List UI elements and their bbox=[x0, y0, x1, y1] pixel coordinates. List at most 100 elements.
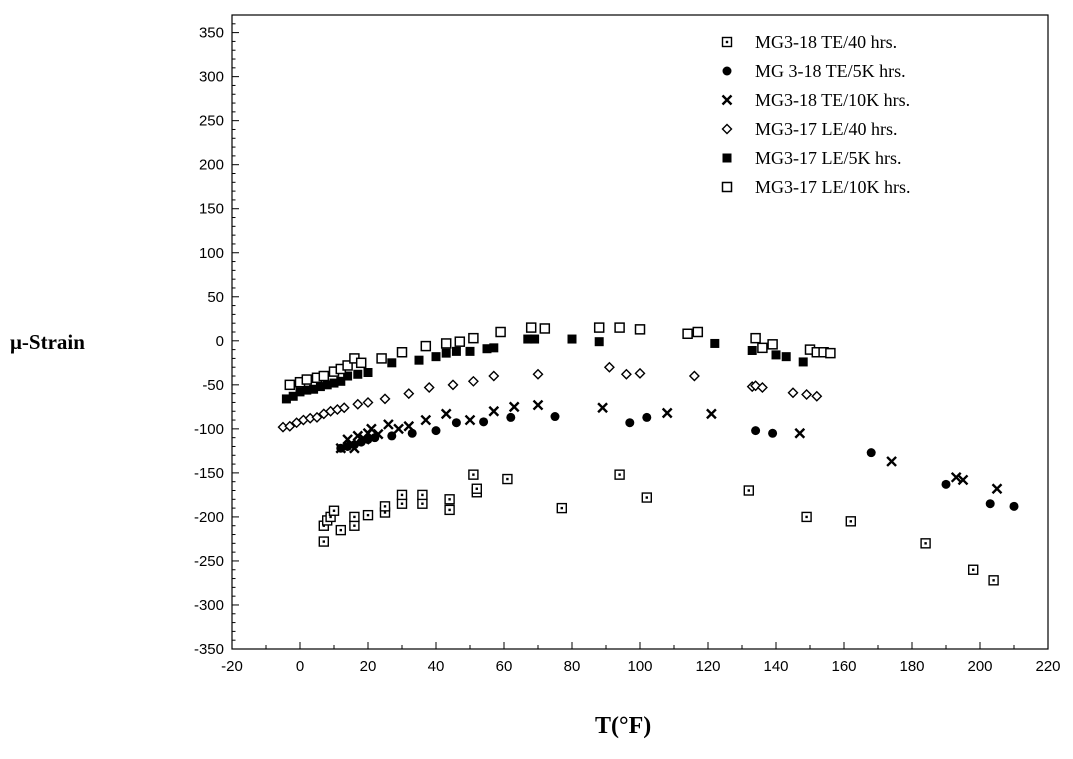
data-point bbox=[311, 411, 323, 423]
data-point bbox=[417, 489, 428, 501]
data-point bbox=[396, 498, 408, 509]
data-point bbox=[343, 371, 353, 381]
data-point bbox=[420, 340, 432, 352]
data-point bbox=[539, 323, 551, 334]
data-point bbox=[440, 338, 452, 349]
data-point bbox=[338, 402, 350, 414]
series-3 bbox=[335, 399, 1003, 495]
y-tick-label: -50 bbox=[202, 377, 224, 394]
legend-marker bbox=[721, 123, 733, 135]
data-point bbox=[447, 379, 459, 391]
data-point bbox=[387, 431, 397, 441]
x-tick-label: 160 bbox=[831, 658, 856, 675]
data-point bbox=[362, 396, 374, 408]
data-point bbox=[349, 520, 360, 531]
data-point bbox=[353, 369, 363, 379]
data-point bbox=[336, 376, 346, 386]
data-point bbox=[431, 426, 441, 436]
data-point bbox=[767, 339, 778, 350]
tick-labels: -20 0 20 40 60 80 100 120 140 160 180 200 2203503002… bbox=[194, 25, 1061, 675]
data-point bbox=[440, 408, 452, 420]
data-point bbox=[756, 381, 768, 393]
data-point bbox=[706, 408, 717, 420]
data-point bbox=[444, 494, 455, 505]
data-point bbox=[387, 358, 397, 368]
data-point bbox=[957, 474, 969, 486]
data-point bbox=[372, 428, 384, 440]
series-2 bbox=[336, 412, 1019, 511]
data-point bbox=[641, 492, 652, 503]
data-point bbox=[362, 509, 374, 521]
legend-marker bbox=[721, 181, 733, 193]
data-point bbox=[403, 388, 415, 400]
x-tick-label: 100 bbox=[627, 658, 652, 675]
data-point bbox=[866, 448, 876, 458]
x-tick-label: 20 bbox=[360, 658, 377, 675]
x-tick-label: 140 bbox=[763, 658, 788, 675]
data-point bbox=[768, 428, 778, 438]
data-point bbox=[787, 387, 799, 399]
data-point bbox=[342, 360, 353, 371]
data-point bbox=[747, 345, 757, 355]
data-point bbox=[614, 469, 625, 480]
y-tick-label: 50 bbox=[207, 289, 224, 306]
data-point bbox=[495, 326, 506, 338]
data-point bbox=[594, 337, 604, 347]
y-tick-label: 250 bbox=[199, 113, 224, 130]
data-point bbox=[642, 412, 652, 422]
data-point bbox=[335, 442, 347, 454]
x-tick-label: 80 bbox=[564, 658, 581, 675]
y-tick-label: -350 bbox=[194, 641, 224, 658]
data-point bbox=[383, 419, 394, 430]
data-point bbox=[349, 511, 360, 523]
legend-marker bbox=[721, 36, 733, 48]
legend-entry: MG3-17 LE/5K hrs. bbox=[755, 148, 902, 168]
data-point bbox=[634, 367, 646, 379]
axes bbox=[231, 14, 1049, 650]
data-point bbox=[441, 348, 451, 358]
data-point bbox=[309, 384, 319, 394]
data-point bbox=[315, 382, 325, 392]
data-point bbox=[688, 370, 700, 382]
legend-marker bbox=[722, 66, 732, 76]
data-point bbox=[355, 357, 367, 369]
data-point bbox=[508, 401, 520, 413]
data-point bbox=[941, 479, 951, 489]
data-point bbox=[556, 502, 567, 514]
data-point bbox=[322, 380, 332, 390]
data-point bbox=[467, 375, 479, 387]
data-point bbox=[950, 471, 962, 483]
y-tick-label: 200 bbox=[199, 157, 224, 174]
y-tick-label: 0 bbox=[216, 333, 224, 350]
data-point bbox=[318, 536, 329, 547]
data-point bbox=[417, 498, 428, 509]
data-point bbox=[444, 504, 455, 516]
data-point bbox=[597, 402, 608, 414]
data-point bbox=[968, 564, 979, 575]
data-point bbox=[471, 483, 482, 494]
data-point bbox=[349, 442, 360, 454]
data-point bbox=[845, 516, 856, 527]
y-tick-label: 350 bbox=[199, 25, 224, 42]
series-6 bbox=[284, 322, 836, 391]
data-point bbox=[328, 505, 340, 516]
data-point bbox=[352, 430, 364, 442]
data-point bbox=[284, 379, 296, 391]
legend-entry: MG3-18 TE/10K hrs. bbox=[755, 90, 910, 110]
data-point bbox=[407, 428, 417, 438]
data-point bbox=[811, 390, 823, 402]
data-point bbox=[567, 334, 577, 344]
series-5 bbox=[281, 334, 808, 404]
data-point bbox=[431, 352, 441, 362]
data-point bbox=[423, 381, 435, 393]
series-4 bbox=[277, 361, 823, 433]
data-point bbox=[1009, 501, 1019, 511]
data-point bbox=[420, 414, 432, 426]
data-point bbox=[468, 469, 479, 480]
data-point bbox=[403, 420, 415, 432]
data-point bbox=[614, 322, 625, 333]
data-point bbox=[489, 343, 499, 353]
data-point bbox=[414, 355, 424, 365]
